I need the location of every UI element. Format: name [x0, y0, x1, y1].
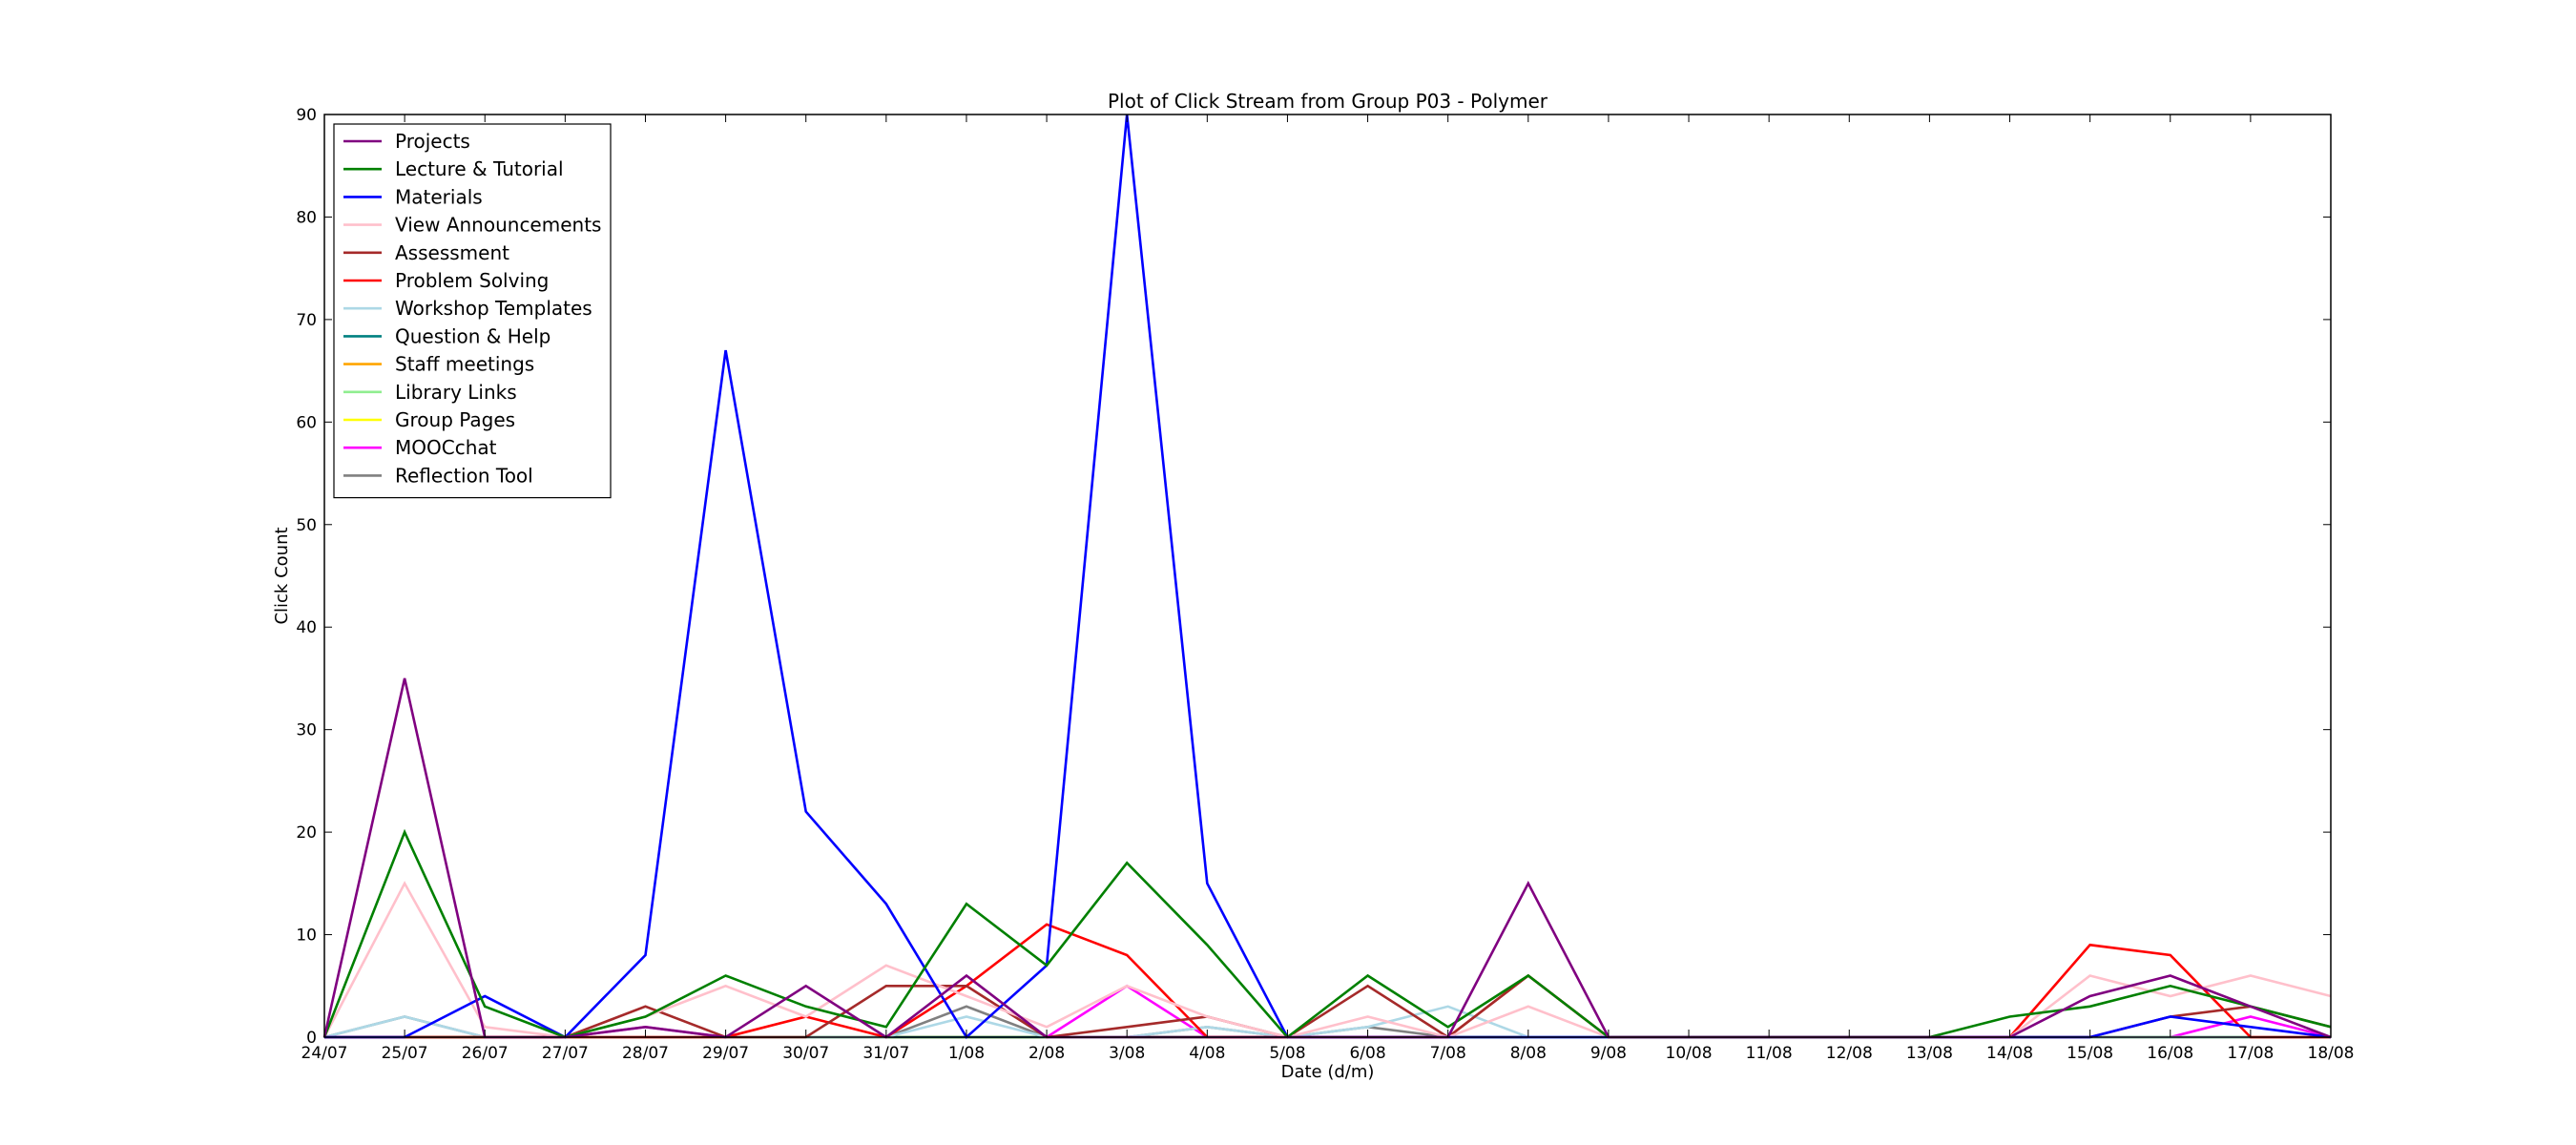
- x-tick-label: 4/08: [1189, 1044, 1225, 1063]
- legend-label-staff-meetings: Staff meetings: [395, 353, 534, 376]
- y-tick-label: 70: [296, 311, 317, 330]
- x-tick-label: 24/07: [301, 1044, 348, 1063]
- x-tick-label: 6/08: [1349, 1044, 1385, 1063]
- chart-title: Plot of Click Stream from Group P03 - Po…: [1108, 90, 1548, 113]
- y-tick-label: 90: [296, 106, 317, 125]
- x-tick-label: 10/08: [1666, 1044, 1713, 1063]
- x-tick-label: 16/08: [2147, 1044, 2193, 1063]
- y-tick-label: 10: [296, 926, 317, 946]
- y-axis-ticks: 0 10 20 30 40 50 60 70 80 90: [296, 106, 2331, 1048]
- x-tick-label: 1/08: [948, 1044, 985, 1063]
- legend-label-question-help: Question & Help: [395, 324, 551, 347]
- plot-frame: [323, 114, 2332, 1038]
- legend-label-library-links: Library Links: [395, 381, 517, 404]
- y-tick-label: 20: [296, 823, 317, 843]
- x-tick-label: 25/07: [382, 1044, 428, 1063]
- x-tick-label: 31/07: [862, 1044, 909, 1063]
- y-tick-label: 60: [296, 413, 317, 432]
- x-tick-label: 29/07: [702, 1044, 749, 1063]
- x-tick-label: 3/08: [1109, 1044, 1145, 1063]
- x-tick-label: 28/07: [622, 1044, 669, 1063]
- x-tick-label: 17/08: [2227, 1044, 2274, 1063]
- y-tick-label: 0: [306, 1029, 317, 1048]
- x-tick-label: 2/08: [1028, 1044, 1065, 1063]
- legend-label-problem-solving: Problem Solving: [395, 269, 549, 292]
- x-tick-label: 13/08: [1906, 1044, 1953, 1063]
- x-tick-label: 8/08: [1510, 1044, 1547, 1063]
- y-tick-label: 50: [296, 516, 317, 535]
- y-tick-label: 30: [296, 721, 317, 740]
- x-tick-label: 14/08: [1986, 1044, 2033, 1063]
- x-tick-label: 18/08: [2308, 1044, 2355, 1063]
- legend-label-workshop-templates: Workshop Templates: [395, 297, 592, 320]
- x-axis-label: Date (d/m): [1281, 1062, 1375, 1082]
- legend-label-view-announcements: View Announcements: [395, 214, 601, 237]
- legend-label-moocchat: MOOCchat: [395, 436, 497, 459]
- legend-label-group-pages: Group Pages: [395, 408, 515, 431]
- y-tick-label: 80: [296, 208, 317, 227]
- legend-label-assessment: Assessment: [395, 241, 509, 264]
- x-tick-label: 27/07: [542, 1044, 589, 1063]
- y-tick-label: 40: [296, 618, 317, 637]
- legend-label-projects: Projects: [395, 130, 470, 153]
- legend-label-materials: Materials: [395, 185, 483, 208]
- legend: Projects Lecture & Tutorial Materials View …: [333, 123, 612, 499]
- x-tick-label: 9/08: [1590, 1044, 1627, 1063]
- legend-box: [333, 123, 612, 499]
- x-tick-label: 11/08: [1746, 1044, 1793, 1063]
- x-tick-label: 12/08: [1826, 1044, 1873, 1063]
- y-axis-label: Click Count: [272, 527, 292, 624]
- x-tick-label: 15/08: [2067, 1044, 2113, 1063]
- legend-label-lecture-tutorial: Lecture & Tutorial: [395, 157, 564, 180]
- x-tick-label: 30/07: [782, 1044, 829, 1063]
- legend-label-reflection-tool: Reflection Tool: [395, 464, 533, 487]
- x-tick-label: 7/08: [1430, 1044, 1466, 1063]
- x-tick-label: 5/08: [1269, 1044, 1305, 1063]
- x-tick-label: 26/07: [462, 1044, 509, 1063]
- x-axis-ticks: 24/07 25/07 26/07 27/07 28/07 29/07 30/07 31/07…: [301, 114, 2355, 1063]
- series-line-lecture-tutorial: [322, 828, 2332, 1039]
